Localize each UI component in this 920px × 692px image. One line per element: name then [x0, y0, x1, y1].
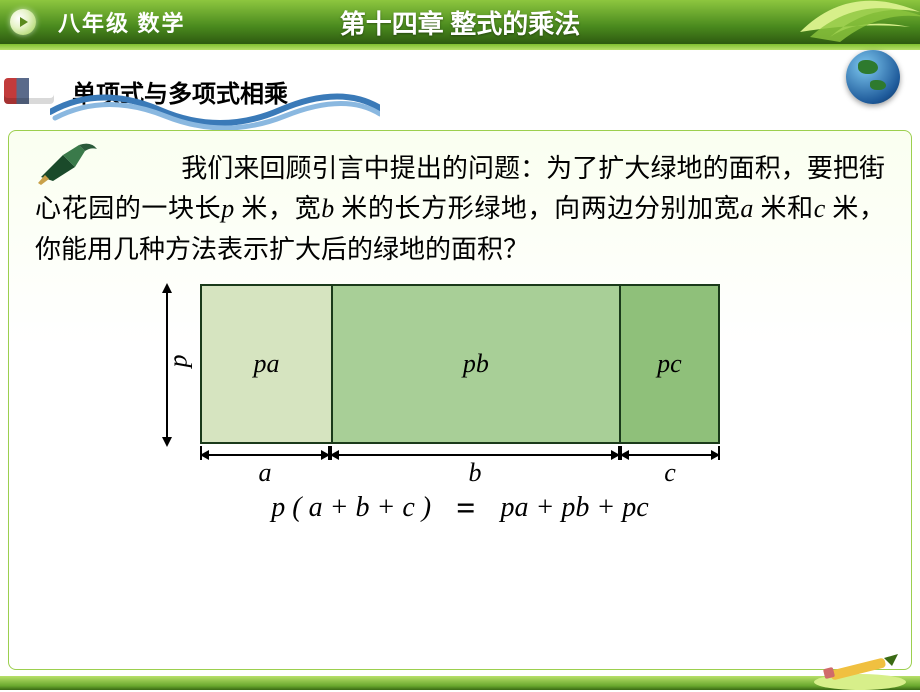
- area-diagram: p papbpc abc: [200, 284, 720, 480]
- equation-rhs: pa + pb + pc: [501, 492, 649, 523]
- text-3: 米的长方形绿地，向两边分别加宽: [334, 194, 740, 223]
- text-4: 米和: [753, 194, 813, 223]
- dim-a: a: [200, 450, 330, 480]
- dim-b: b: [330, 450, 620, 480]
- subtitle-row: 单项式与多项式相乘: [0, 44, 920, 124]
- play-icon[interactable]: [10, 9, 36, 35]
- rect-b: pb: [331, 286, 619, 442]
- bottom-dimensions: abc: [200, 450, 720, 480]
- equation: p ( a + b + c ) = pa + pb + pc: [35, 490, 885, 528]
- header-bar: 八年级 数学 第十四章 整式的乘法: [0, 0, 920, 44]
- text-2: 米，宽: [234, 194, 321, 223]
- globe-icon: [846, 50, 900, 104]
- equation-lhs: p ( a + b + c ): [271, 492, 431, 523]
- height-label: p: [164, 354, 194, 367]
- eraser-icon: [4, 78, 54, 104]
- rect-a: pa: [202, 286, 331, 442]
- problem-paragraph: 我们来回顾引言中提出的问题：为了扩大绿地的面积，要把街心花园的一块长p 米，宽b…: [35, 149, 885, 270]
- wave-decoration-icon: [50, 90, 380, 130]
- chapter-title: 第十四章 整式的乘法: [340, 4, 581, 41]
- indent: [103, 154, 181, 183]
- grade-label: 八年级 数学: [58, 6, 186, 38]
- pencil-icon: [810, 652, 910, 692]
- dim-c: c: [620, 450, 720, 480]
- fountain-pen-icon: [35, 143, 99, 187]
- var-b: b: [321, 194, 334, 223]
- content-panel: 我们来回顾引言中提出的问题：为了扩大绿地的面积，要把街心花园的一块长p 米，宽b…: [8, 130, 912, 670]
- var-c: c: [814, 194, 826, 223]
- var-a: a: [740, 194, 753, 223]
- rect-row: papbpc: [200, 284, 720, 444]
- equals-sign: =: [456, 490, 475, 527]
- var-p: p: [221, 194, 234, 223]
- rect-c: pc: [619, 286, 718, 442]
- footer-strip: [0, 676, 920, 690]
